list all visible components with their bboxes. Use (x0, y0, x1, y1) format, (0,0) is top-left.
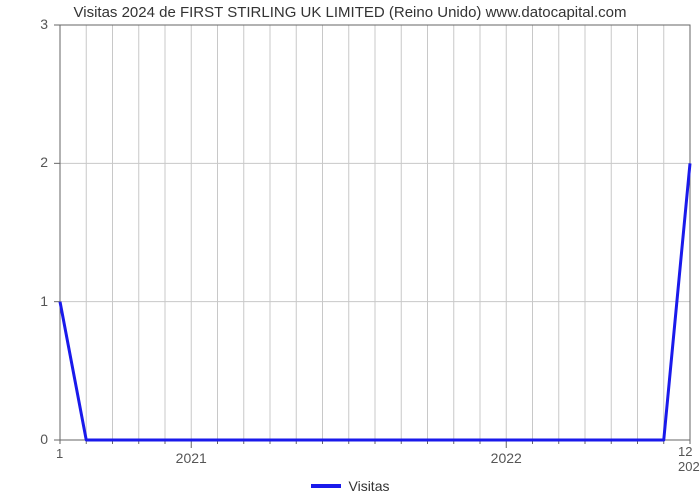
x-axis-right-corner: 12 202 (678, 444, 700, 474)
y-tick-label: 3 (0, 16, 48, 32)
legend-swatch (311, 484, 341, 488)
chart-svg (0, 0, 700, 500)
chart-container: Visitas 2024 de FIRST STIRLING UK LIMITE… (0, 0, 700, 500)
legend-label: Visitas (349, 478, 390, 494)
x-tick-label: 2022 (491, 450, 522, 466)
y-tick-label: 1 (0, 293, 48, 309)
y-tick-label: 2 (0, 154, 48, 170)
x-axis-left-corner: 1 (56, 446, 63, 461)
x-tick-label: 2021 (176, 450, 207, 466)
legend: Visitas (0, 478, 700, 494)
y-tick-label: 0 (0, 431, 48, 447)
